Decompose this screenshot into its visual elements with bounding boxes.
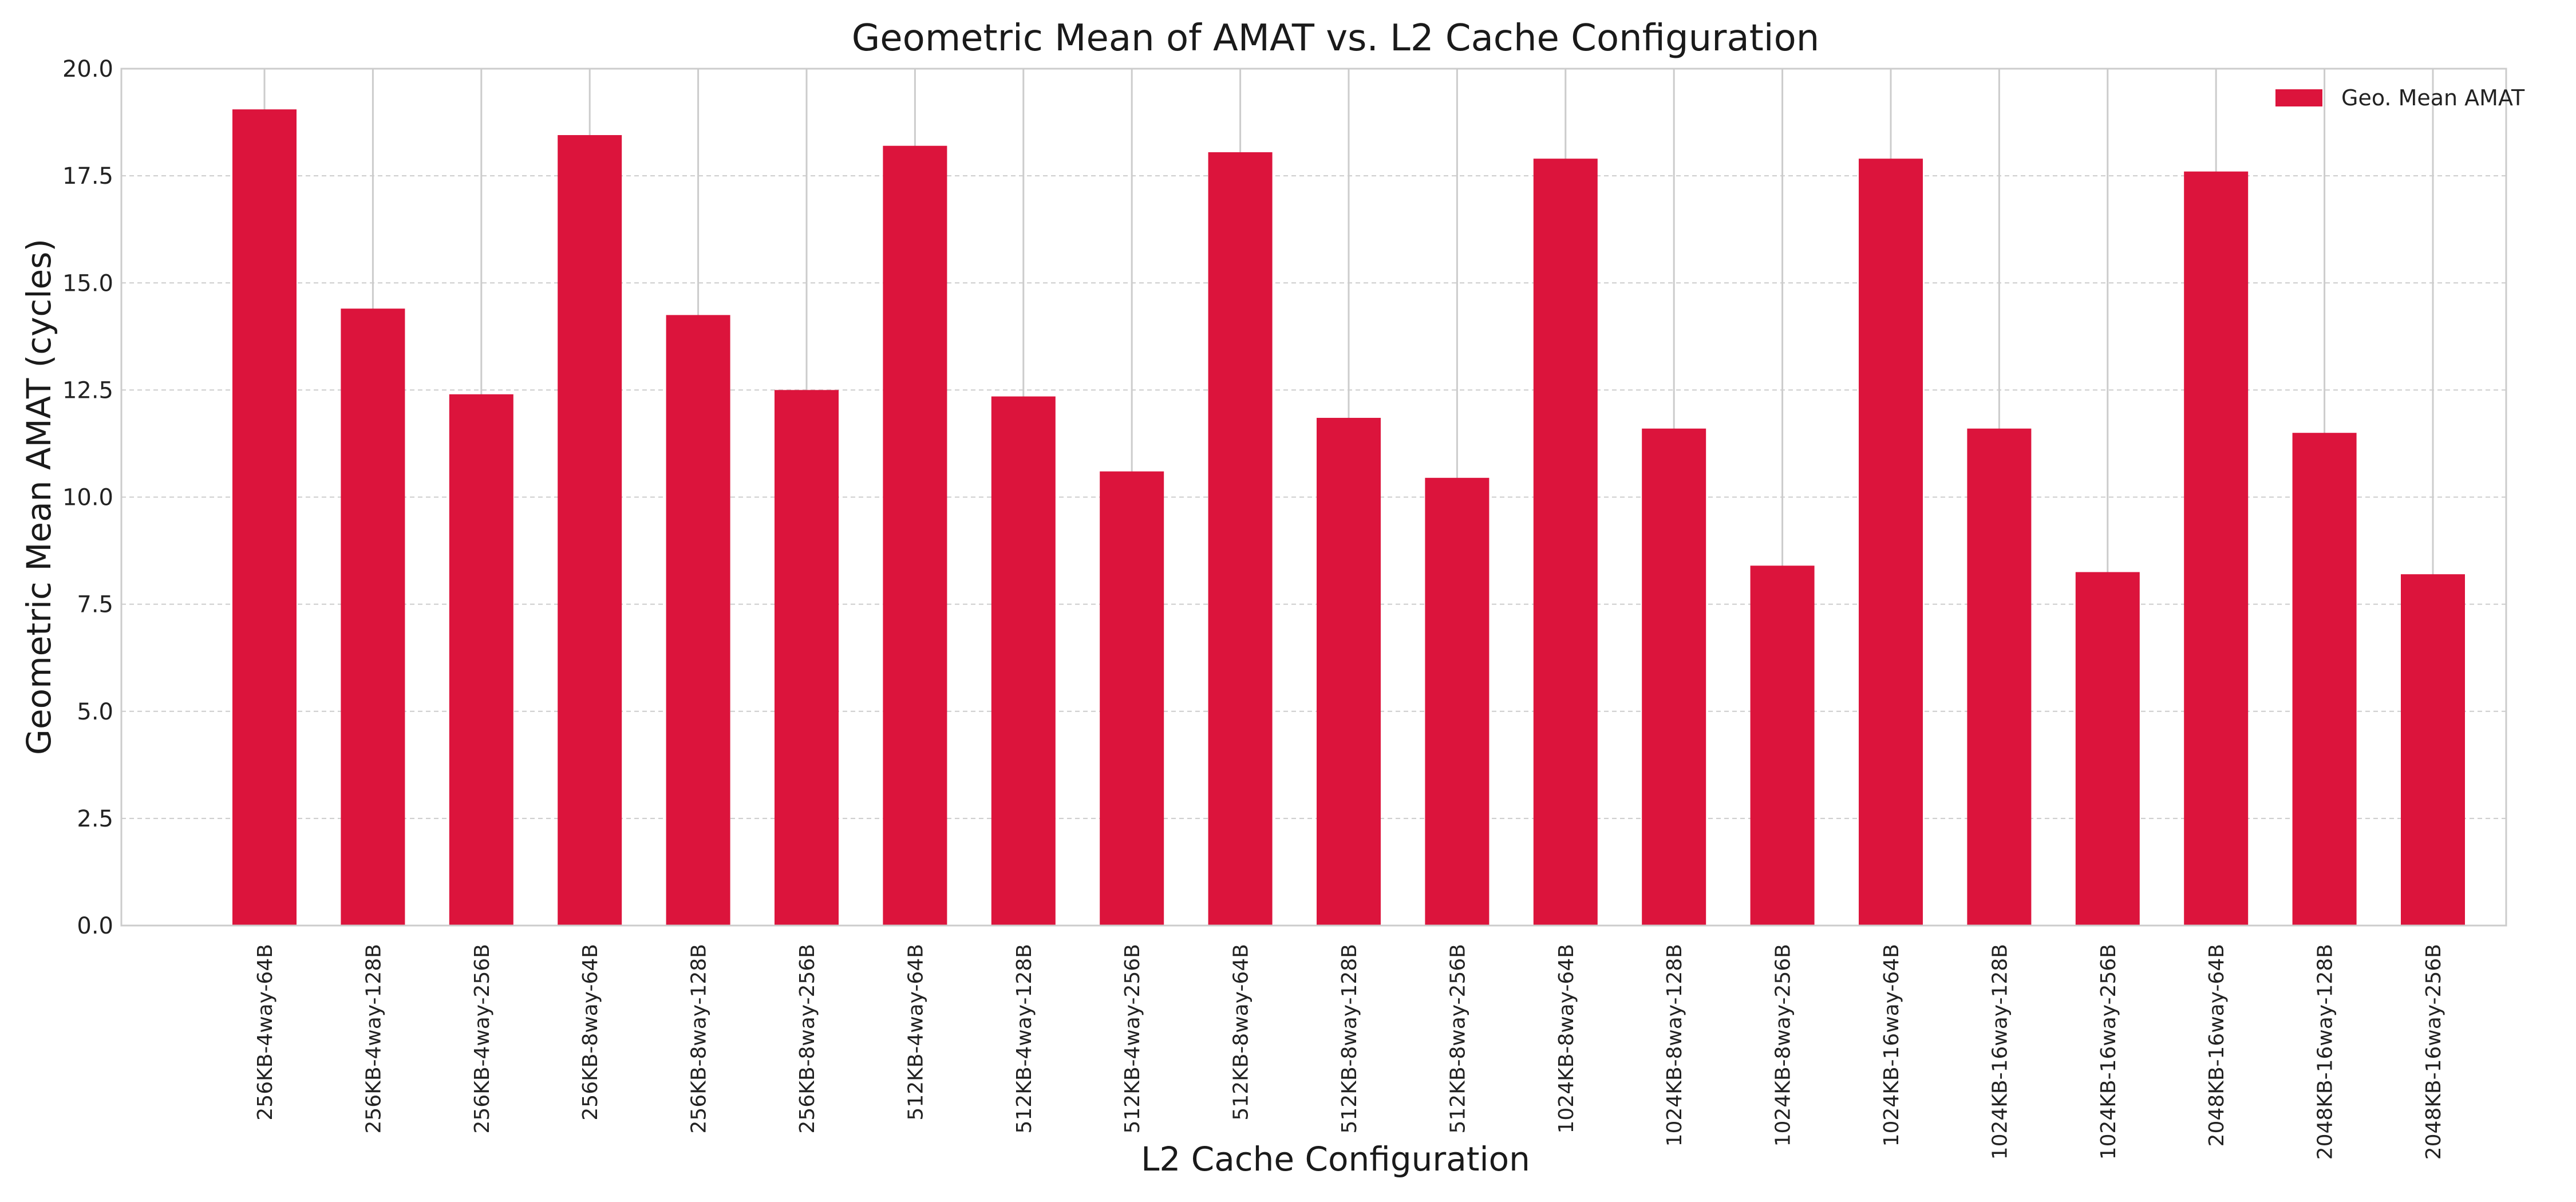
y-tick-label: 7.5 xyxy=(77,592,113,618)
y-tick-label: 12.5 xyxy=(62,377,113,404)
plot-frame xyxy=(120,68,2507,927)
bar xyxy=(991,396,1056,926)
bar xyxy=(1642,428,1706,926)
y-tick-label: 17.5 xyxy=(62,163,113,189)
x-tick-label: 256KB-4way-256B xyxy=(471,944,494,1134)
bar xyxy=(2075,572,2140,926)
bar xyxy=(449,394,513,926)
bar xyxy=(2184,171,2249,926)
x-tick-label: 256KB-8way-256B xyxy=(796,944,819,1134)
bar xyxy=(1533,159,1598,926)
legend-label: Geo. Mean AMAT xyxy=(2341,85,2525,110)
x-tick-label: 1024KB-16way-256B xyxy=(2097,944,2120,1160)
x-tick-label: 2048KB-16way-64B xyxy=(2205,944,2229,1146)
bar xyxy=(1750,566,1815,926)
chart-title: Geometric Mean of AMAT vs. L2 Cache Conf… xyxy=(852,17,1820,60)
y-tick-label: 20.0 xyxy=(62,56,113,82)
y-tick-label: 15.0 xyxy=(62,270,113,296)
x-tick-label: 1024KB-8way-256B xyxy=(1772,944,1795,1146)
y-tick-label: 0.0 xyxy=(77,913,113,939)
x-tick-label: 2048KB-16way-256B xyxy=(2422,944,2445,1160)
x-tick-label: 256KB-4way-128B xyxy=(362,944,385,1134)
y-tick-label: 5.0 xyxy=(77,699,113,725)
bar xyxy=(883,145,947,926)
bar xyxy=(341,309,405,926)
bar xyxy=(558,135,622,926)
legend: Geo. Mean AMAT xyxy=(2275,85,2525,110)
x-tick-label: 1024KB-8way-64B xyxy=(1555,944,1578,1134)
x-tick-label: 512KB-4way-64B xyxy=(904,944,927,1121)
bar xyxy=(1100,471,1164,926)
bar xyxy=(666,315,730,926)
bar xyxy=(1859,159,1923,926)
y-axis-label: Geometric Mean AMAT (cycles) xyxy=(19,239,58,755)
x-tick-label: 1024KB-8way-128B xyxy=(1663,944,1686,1146)
y-tick-labels: 0.0 2.5 5.0 7.5 10.0 12.5 15.0 17.5 20.0 xyxy=(62,56,113,939)
x-tick-label: 256KB-8way-128B xyxy=(688,944,711,1134)
x-tick-label: 1024KB-16way-64B xyxy=(1880,944,1903,1146)
x-tick-label: 512KB-4way-128B xyxy=(1013,944,1036,1134)
bar xyxy=(775,390,839,926)
x-tick-label: 256KB-8way-64B xyxy=(579,944,602,1121)
x-tick-label: 2048KB-16way-128B xyxy=(2314,944,2337,1160)
bar xyxy=(2292,433,2357,926)
x-tick-label: 256KB-4way-64B xyxy=(254,944,277,1121)
x-tick-label: 512KB-8way-256B xyxy=(1446,944,1469,1134)
x-axis-label: L2 Cache Configuration xyxy=(1141,1140,1530,1179)
bar xyxy=(2401,574,2465,926)
legend-swatch xyxy=(2275,89,2322,106)
x-tick-label: 512KB-8way-64B xyxy=(1230,944,1253,1121)
x-tick-label: 1024KB-16way-128B xyxy=(1988,944,2012,1160)
bars xyxy=(232,109,2465,926)
y-tick-label: 10.0 xyxy=(62,485,113,511)
bar xyxy=(1317,418,1381,926)
x-tick-label: 512KB-8way-128B xyxy=(1338,944,1361,1134)
bar xyxy=(1208,152,1273,926)
x-tick-label: 512KB-4way-256B xyxy=(1121,944,1144,1134)
y-tick-label: 2.5 xyxy=(77,806,113,832)
x-tick-labels: 256KB-4way-64B 256KB-4way-128B 256KB-4way-… xyxy=(254,944,2445,1160)
bar xyxy=(1425,477,1490,926)
bar xyxy=(232,109,297,926)
bar xyxy=(1967,428,2032,926)
